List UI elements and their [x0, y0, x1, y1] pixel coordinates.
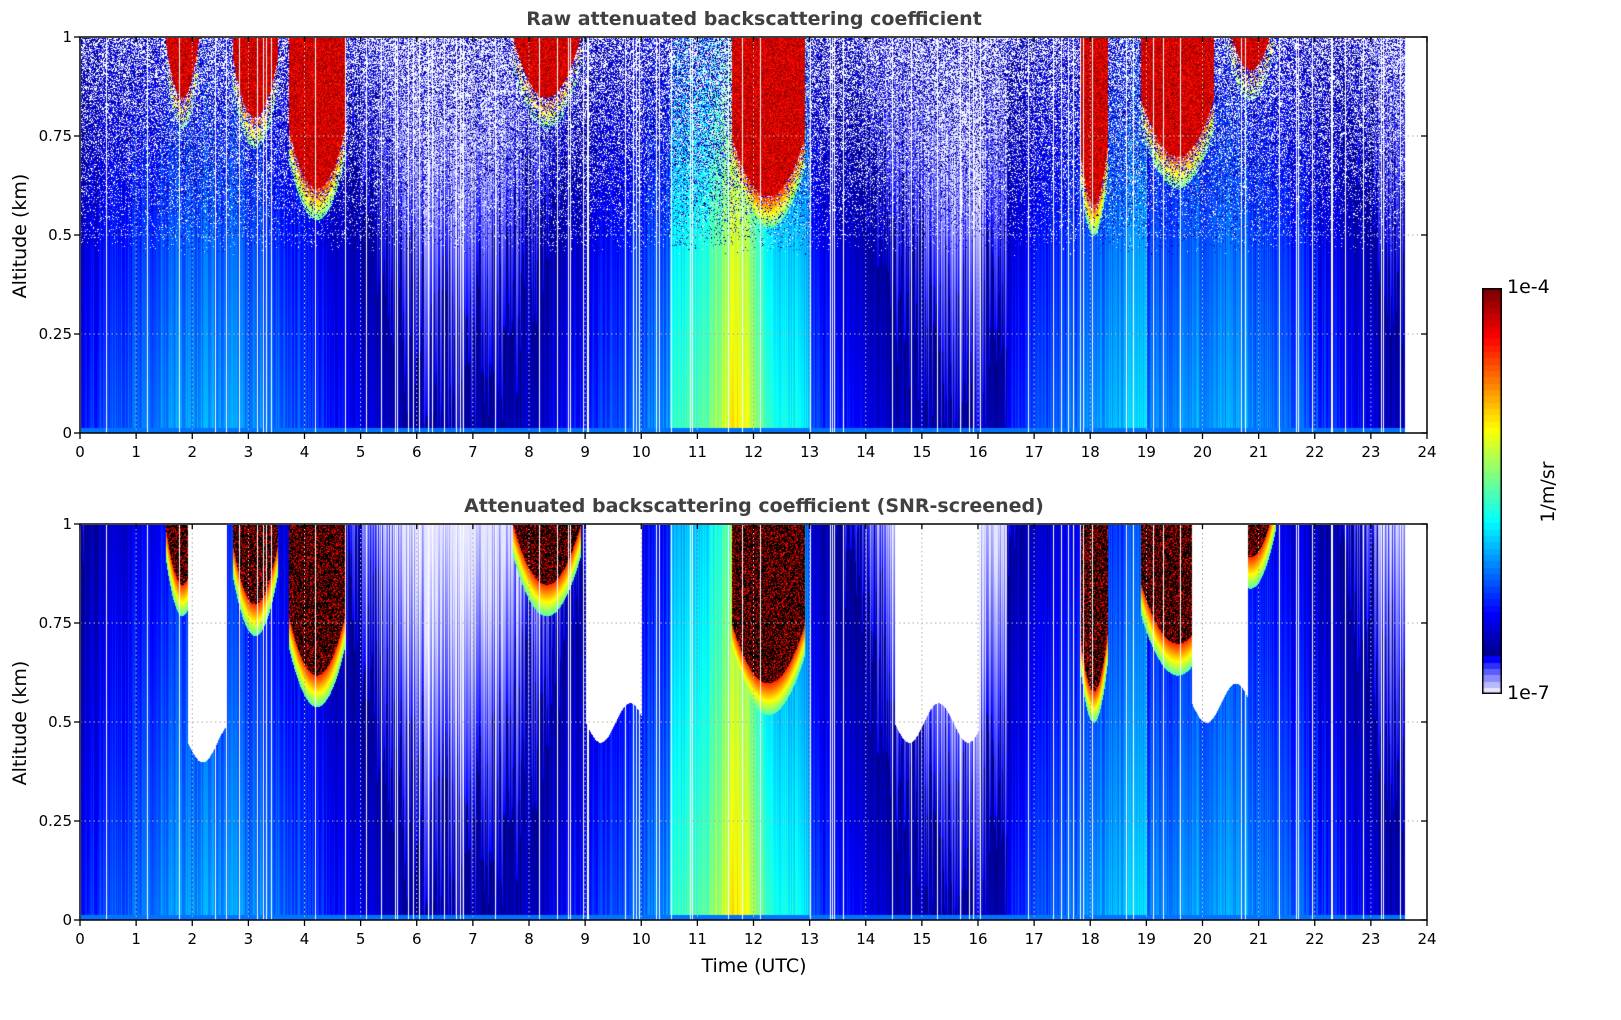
x-tick-label: 14: [856, 930, 875, 948]
x-tick-label: 9: [580, 930, 590, 948]
x-tick-label: 13: [800, 930, 819, 948]
y-tick-label: 0: [62, 911, 72, 929]
x-tick-label: 3: [244, 930, 254, 948]
x-tick-label: 4: [300, 930, 310, 948]
y-tick-label: 0.75: [39, 614, 72, 632]
top-chart-axes: 0 1 2 3 4 5 6 7 8 9 10 11 12 13 14 15 16 17 18 19 20 21 22 23 24…: [39, 28, 1437, 461]
colorbar-min-label: 1e-7: [1507, 682, 1550, 704]
x-tick-label: 21: [1249, 930, 1268, 948]
colorbar-unit-label: 1/m/sr: [1537, 461, 1559, 523]
x-tick-label: 12: [744, 443, 763, 461]
x-tick-label: 24: [1417, 930, 1436, 948]
y-tick-label: 1: [62, 28, 72, 46]
x-tick-label: 24: [1417, 443, 1436, 461]
x-tick-label: 14: [856, 443, 875, 461]
x-tick-label: 1: [131, 443, 141, 461]
x-tick-label: 6: [412, 930, 422, 948]
x-tick-label: 7: [468, 443, 478, 461]
y-tick-label: 0.5: [48, 226, 72, 244]
x-tick-label: 2: [187, 443, 197, 461]
x-tick-label: 23: [1361, 443, 1380, 461]
bottom-chart-title: Attenuated backscattering coefficient (S…: [464, 495, 1044, 517]
x-tick-label: 3: [244, 443, 254, 461]
x-tick-label: 18: [1081, 930, 1100, 948]
y-tick-label: 0.5: [48, 713, 72, 731]
x-tick-label: 4: [300, 443, 310, 461]
x-tick-label: 5: [356, 930, 366, 948]
y-tick-label: 0.25: [39, 325, 72, 343]
x-tick-label: 2: [187, 930, 197, 948]
x-tick-label: 8: [524, 930, 534, 948]
x-tick-label: 5: [356, 443, 366, 461]
x-tick-label: 22: [1305, 443, 1324, 461]
x-axis-label: Time (UTC): [700, 955, 806, 977]
x-tick-label: 13: [800, 443, 819, 461]
x-tick-label: 20: [1193, 443, 1212, 461]
x-tick-label: 17: [1025, 443, 1044, 461]
colorbar: [1482, 288, 1502, 694]
plot-frame: [79, 523, 1428, 921]
top-chart-title: Raw attenuated backscattering coefficien…: [526, 8, 982, 30]
x-tick-label: 10: [632, 443, 651, 461]
x-tick-label: 7: [468, 930, 478, 948]
y-tick-label: 0.75: [39, 127, 72, 145]
x-tick-label: 19: [1137, 930, 1156, 948]
bottom-chart-axes: 0 1 2 3 4 5 6 7 8 9 10 11 12 13 14 15 16 17 18 19 20 21 22 23 24…: [39, 515, 1437, 948]
x-tick-label: 12: [744, 930, 763, 948]
x-tick-label: 10: [632, 930, 651, 948]
top-y-axis-label: Altitude (km): [9, 174, 31, 299]
y-tick-label: 0.25: [39, 812, 72, 830]
x-tick-label: 20: [1193, 930, 1212, 948]
x-tick-label: 15: [912, 930, 931, 948]
x-tick-label: 8: [524, 443, 534, 461]
x-tick-label: 15: [912, 443, 931, 461]
bottom-y-axis-label: Altitude (km): [9, 661, 31, 786]
y-tick-label: 0: [62, 424, 72, 442]
plot-frame: [79, 36, 1428, 434]
x-tick-label: 11: [688, 930, 707, 948]
y-tick-label: 1: [62, 515, 72, 533]
x-tick-label: 0: [75, 930, 85, 948]
x-tick-label: 0: [75, 443, 85, 461]
x-tick-label: 16: [968, 443, 987, 461]
x-tick-label: 11: [688, 443, 707, 461]
x-tick-label: 9: [580, 443, 590, 461]
x-tick-label: 23: [1361, 930, 1380, 948]
x-tick-label: 6: [412, 443, 422, 461]
x-tick-label: 18: [1081, 443, 1100, 461]
x-tick-label: 22: [1305, 930, 1324, 948]
x-tick-label: 19: [1137, 443, 1156, 461]
x-tick-label: 1: [131, 930, 141, 948]
x-tick-label: 17: [1025, 930, 1044, 948]
x-tick-label: 16: [968, 930, 987, 948]
colorbar-max-label: 1e-4: [1507, 276, 1550, 298]
x-tick-label: 21: [1249, 443, 1268, 461]
